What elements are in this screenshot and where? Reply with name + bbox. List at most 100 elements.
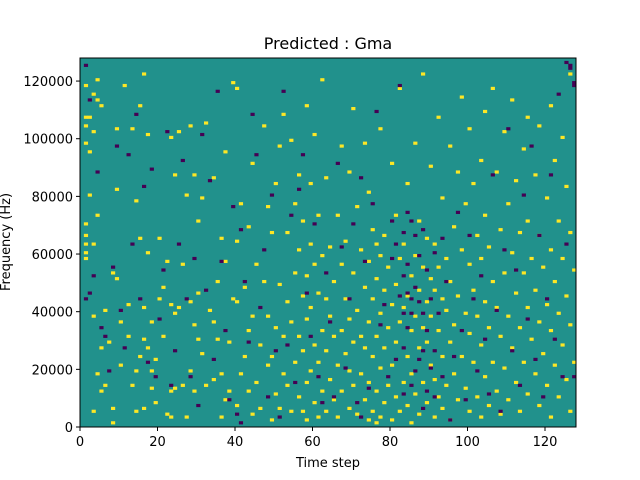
heatmap-cell-high	[235, 239, 240, 243]
heatmap-cell-high	[142, 72, 147, 76]
heatmap-cell-low	[537, 233, 542, 238]
heatmap-cell-high	[452, 323, 457, 327]
heatmap-cell-high	[432, 242, 437, 246]
heatmap-cell-high	[223, 398, 228, 402]
heatmap-cell-high	[173, 386, 178, 390]
heatmap-cell-low	[157, 317, 162, 321]
heatmap-cell-high	[293, 202, 298, 206]
heatmap-cell-high	[467, 127, 472, 131]
heatmap-cell-high	[215, 337, 220, 341]
heatmap-cell-high	[366, 190, 371, 194]
heatmap-cell-high	[300, 409, 306, 413]
heatmap-cell-high	[355, 308, 360, 312]
heatmap-cell-low	[428, 366, 433, 370]
heatmap-cell-high	[235, 403, 240, 408]
heatmap-cell-high	[219, 236, 224, 240]
heatmap-cell-high	[161, 285, 166, 289]
heatmap-cell-high	[91, 409, 96, 413]
x-axis: 0 20 40 60 80 100 120	[76, 427, 557, 450]
y-axis-label: Frequency (Hz)	[0, 193, 14, 291]
heatmap-cell-low	[107, 369, 112, 373]
heatmap-cell-high	[436, 115, 441, 119]
heatmap-cell-high	[200, 196, 205, 200]
heatmap-cell-low	[297, 187, 302, 191]
heatmap-cell-high	[455, 294, 461, 298]
heatmap-cell-high	[548, 328, 554, 333]
heatmap-cell-high	[250, 314, 255, 318]
heatmap-cell-high	[382, 233, 387, 238]
heatmap-cell-high	[145, 132, 151, 137]
heatmap-cell-high	[231, 297, 236, 301]
heatmap-cell-low	[506, 127, 511, 131]
heatmap-cell-low	[390, 256, 395, 261]
heatmap-cell-high	[386, 326, 391, 330]
heatmap-cell-high	[161, 334, 166, 338]
heatmap-cell-high	[83, 256, 89, 261]
heatmap-cell-high	[312, 132, 317, 137]
heatmap-cell-low	[475, 369, 480, 373]
heatmap-cell-high	[320, 328, 325, 333]
heatmap-cell-high	[87, 115, 92, 119]
heatmap-cell-low	[405, 291, 410, 295]
heatmap-cell-high	[390, 363, 395, 367]
heatmap-cell-high	[335, 415, 340, 419]
heatmap-cell-low	[153, 375, 158, 379]
heatmap-cell-high	[424, 401, 430, 405]
heatmap-cell-low	[335, 161, 340, 165]
heatmap-cell-high	[138, 236, 143, 240]
heatmap-cell-high	[366, 418, 371, 422]
heatmap-cell-high	[308, 181, 313, 186]
heatmap-cell-high	[424, 300, 430, 304]
heatmap-cell-high	[494, 305, 499, 310]
heatmap-cell-high	[572, 360, 577, 364]
y-tick-label: 120000	[23, 75, 73, 90]
heatmap-cell-high	[541, 352, 546, 356]
heatmap-cell-high	[382, 288, 387, 292]
heatmap-cell-high	[483, 109, 488, 114]
heatmap-cell-high	[564, 377, 569, 382]
heatmap-cell-high	[308, 305, 313, 310]
heatmap-cell-high	[289, 409, 294, 413]
heatmap-cell-high	[455, 170, 461, 174]
heatmap-cell-high	[386, 265, 391, 269]
heatmap-cell-high	[111, 271, 116, 275]
heatmap-cell-high	[490, 86, 495, 91]
heatmap-cell-high	[114, 277, 120, 281]
heatmap-cell-low	[339, 245, 344, 249]
heatmap-cell-low	[432, 395, 437, 399]
heatmap-cell-low	[393, 242, 399, 246]
heatmap-cell-high	[444, 308, 449, 312]
heatmap-cell-low	[421, 406, 426, 410]
heatmap-cell-low	[300, 153, 306, 157]
heatmap-cell-low	[405, 326, 410, 330]
heatmap-cell-low	[552, 337, 557, 341]
heatmap-cell-high	[514, 291, 519, 295]
heatmap-cell-high	[196, 337, 201, 341]
heatmap-cell-low	[459, 328, 464, 333]
heatmap-cell-high	[188, 300, 193, 304]
heatmap-cell-low	[463, 398, 468, 402]
heatmap-cell-high	[122, 83, 127, 88]
heatmap-cell-high	[83, 141, 89, 145]
heatmap-cell-high	[118, 320, 123, 324]
heatmap-cell-low	[250, 112, 255, 116]
heatmap-cell-low	[238, 421, 244, 425]
heatmap-cell-low	[401, 311, 406, 315]
heatmap-cell-low	[572, 81, 577, 85]
heatmap-cell-high	[475, 233, 480, 238]
heatmap-cell-high	[359, 248, 364, 252]
heatmap-cell-high	[95, 372, 100, 376]
plot-background	[80, 58, 576, 427]
heatmap-cell-high	[541, 265, 546, 269]
heatmap-cell-low	[130, 242, 135, 246]
heatmap-cell-low	[223, 328, 228, 333]
heatmap-cell-high	[324, 297, 329, 301]
heatmap-cell-low	[254, 153, 259, 157]
heatmap-cell-low	[219, 259, 224, 263]
heatmap-cell-low	[165, 130, 170, 134]
heatmap-cell-high	[246, 389, 251, 393]
heatmap-cell-high	[378, 366, 383, 370]
heatmap-cell-high	[568, 230, 573, 235]
heatmap-cell-high	[483, 300, 488, 304]
heatmap-cell-high	[366, 380, 371, 385]
